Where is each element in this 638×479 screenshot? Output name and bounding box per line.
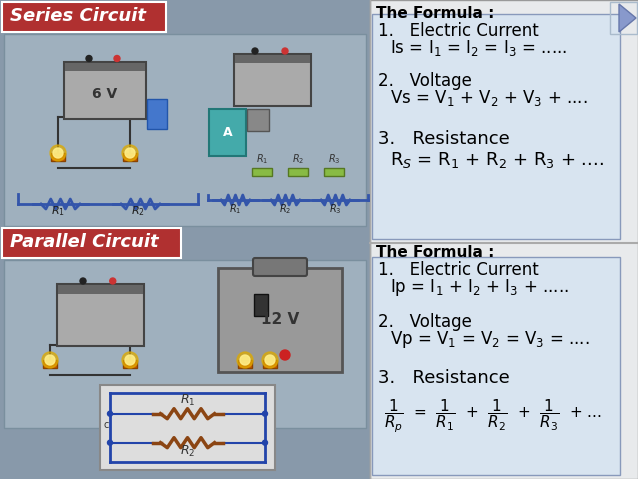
Text: Series Circuit: Series Circuit [10, 7, 146, 25]
Text: c: c [103, 420, 108, 430]
FancyBboxPatch shape [263, 360, 277, 368]
Text: Is = I$_1$ = I$_2$ = I$_3$ = .....: Is = I$_1$ = I$_2$ = I$_3$ = ..... [390, 38, 567, 58]
Circle shape [107, 411, 112, 416]
Circle shape [125, 355, 135, 365]
Circle shape [110, 278, 115, 284]
Circle shape [122, 352, 138, 368]
FancyBboxPatch shape [370, 0, 638, 479]
FancyBboxPatch shape [43, 360, 57, 368]
Text: $R_1$: $R_1$ [256, 152, 268, 166]
FancyBboxPatch shape [100, 385, 275, 470]
Circle shape [262, 440, 267, 445]
Circle shape [262, 352, 278, 368]
Text: R$_S$ = R$_1$ + R$_2$ + R$_3$ + ....: R$_S$ = R$_1$ + R$_2$ + R$_3$ + .... [390, 150, 604, 170]
Circle shape [114, 56, 120, 61]
Text: 2.   Voltage: 2. Voltage [378, 313, 472, 331]
FancyBboxPatch shape [147, 99, 167, 129]
Circle shape [252, 48, 258, 54]
Text: 3.   Resistance: 3. Resistance [378, 130, 510, 148]
Text: 1.   Electric Current: 1. Electric Current [378, 261, 538, 279]
Text: Vs = V$_1$ + V$_2$ + V$_3$ + ....: Vs = V$_1$ + V$_2$ + V$_3$ + .... [390, 88, 588, 108]
Circle shape [122, 145, 138, 161]
FancyBboxPatch shape [51, 153, 65, 161]
FancyBboxPatch shape [4, 260, 366, 428]
Text: Vp = V$_1$ = V$_2$ = V$_3$ = ....: Vp = V$_1$ = V$_2$ = V$_3$ = .... [390, 329, 590, 350]
Text: 6 V: 6 V [93, 87, 117, 101]
FancyBboxPatch shape [218, 268, 342, 372]
Circle shape [262, 411, 267, 416]
Text: Parallel Circuit: Parallel Circuit [10, 233, 159, 251]
Text: $R_2$: $R_2$ [131, 204, 145, 218]
FancyBboxPatch shape [372, 14, 620, 239]
FancyBboxPatch shape [234, 54, 311, 106]
Text: The Formula :: The Formula : [376, 6, 494, 21]
Circle shape [240, 355, 250, 365]
Text: The Formula :: The Formula : [376, 245, 494, 260]
Text: $R_1$: $R_1$ [229, 202, 241, 216]
FancyBboxPatch shape [209, 109, 246, 156]
Circle shape [45, 355, 55, 365]
FancyBboxPatch shape [57, 285, 142, 294]
Polygon shape [619, 4, 636, 32]
Circle shape [237, 352, 253, 368]
Circle shape [42, 352, 58, 368]
Text: $R_3$: $R_3$ [329, 202, 341, 216]
FancyBboxPatch shape [254, 294, 268, 316]
FancyBboxPatch shape [324, 168, 344, 176]
Circle shape [50, 145, 66, 161]
FancyBboxPatch shape [64, 61, 146, 118]
Circle shape [125, 148, 135, 158]
FancyBboxPatch shape [238, 360, 252, 368]
Circle shape [280, 350, 290, 360]
Text: $R_3$: $R_3$ [328, 152, 340, 166]
FancyBboxPatch shape [123, 153, 137, 161]
Text: 1.   Electric Current: 1. Electric Current [378, 22, 538, 40]
Text: $\dfrac{1}{R_p}$  =  $\dfrac{1}{R_1}$  +  $\dfrac{1}{R_2}$  +  $\dfrac{1}{R_3}$ : $\dfrac{1}{R_p}$ = $\dfrac{1}{R_1}$ + $\… [384, 398, 602, 435]
Text: $R_2$: $R_2$ [180, 444, 195, 459]
Text: 12 V: 12 V [261, 312, 299, 328]
Circle shape [265, 355, 275, 365]
Circle shape [86, 56, 92, 61]
Text: 3.   Resistance: 3. Resistance [378, 369, 510, 387]
Text: $R_1$: $R_1$ [51, 204, 65, 218]
Circle shape [107, 440, 112, 445]
FancyBboxPatch shape [247, 109, 269, 131]
Circle shape [282, 48, 288, 54]
Text: Ip = I$_1$ + I$_2$ + I$_3$ + .....: Ip = I$_1$ + I$_2$ + I$_3$ + ..... [390, 277, 569, 298]
Text: A: A [223, 126, 233, 139]
FancyBboxPatch shape [288, 168, 308, 176]
FancyBboxPatch shape [252, 168, 272, 176]
Circle shape [53, 148, 63, 158]
Text: $R_1$: $R_1$ [180, 393, 195, 408]
FancyBboxPatch shape [235, 55, 310, 63]
FancyBboxPatch shape [4, 34, 366, 226]
FancyBboxPatch shape [2, 2, 166, 32]
FancyBboxPatch shape [57, 284, 144, 346]
FancyBboxPatch shape [372, 257, 620, 475]
FancyBboxPatch shape [65, 62, 145, 71]
Text: 2.   Voltage: 2. Voltage [378, 72, 472, 90]
FancyBboxPatch shape [2, 228, 181, 258]
FancyBboxPatch shape [123, 360, 137, 368]
Text: $R_2$: $R_2$ [279, 202, 291, 216]
FancyBboxPatch shape [253, 258, 307, 276]
Circle shape [80, 278, 86, 284]
Text: $R_2$: $R_2$ [292, 152, 304, 166]
